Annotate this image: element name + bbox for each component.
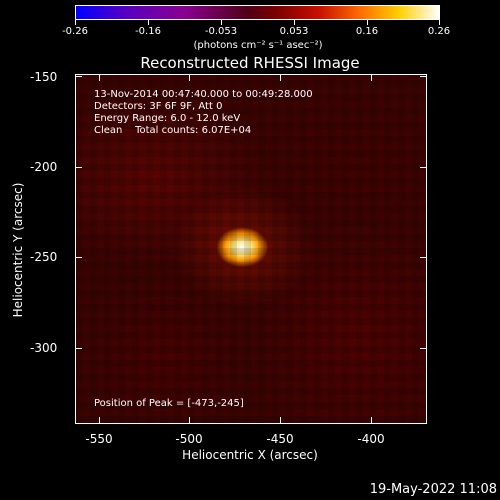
colorbar-label: 0.16: [355, 26, 379, 37]
y-tick: [75, 348, 82, 349]
y-axis-label: Heliocentric Y (arcsec): [11, 182, 25, 318]
y-tick-label: -250: [30, 250, 58, 264]
y-tick: [420, 257, 427, 258]
x-tick: [189, 417, 190, 424]
x-tick-label: -450: [266, 432, 294, 446]
image-texture: [76, 75, 426, 423]
x-tick: [280, 74, 281, 81]
info-energy-range: Energy Range: 6.0 - 12.0 keV: [94, 113, 241, 124]
y-tick: [75, 167, 82, 168]
y-tick-label: -150: [30, 70, 58, 84]
colorbar-tick: [148, 20, 149, 25]
colorbar-units: (photons cm⁻² s⁻¹ asec⁻²): [193, 40, 323, 51]
info-detectors: Detectors: 3F 6F 9F, Att 0: [94, 101, 223, 112]
x-tick-label: -400: [357, 432, 385, 446]
colorbar-tick: [367, 20, 368, 25]
x-tick: [99, 74, 100, 81]
colorbar-tick: [439, 20, 440, 25]
y-tick-label: -200: [30, 160, 58, 174]
colorbar-label: 0.26: [427, 26, 451, 37]
y-tick: [75, 257, 82, 258]
colorbar-label: -0.16: [135, 26, 161, 37]
info-time-range: 13-Nov-2014 00:47:40.000 to 00:49:28.000: [94, 89, 313, 100]
x-tick: [371, 74, 372, 81]
colorbar-label: -0.053: [204, 26, 238, 37]
colorbar-tick: [221, 20, 222, 25]
info-peak-position: Position of Peak = [-473,-245]: [94, 398, 244, 409]
colorbar-tick: [294, 20, 295, 25]
plot-title: Reconstructed RHESSI Image: [140, 54, 360, 72]
y-tick: [420, 76, 427, 77]
x-tick: [189, 74, 190, 81]
colorbar: [75, 5, 440, 20]
x-tick-label: -550: [85, 432, 113, 446]
colorbar-label: -0.26: [62, 26, 88, 37]
y-tick: [75, 76, 82, 77]
render-timestamp: 19-May-2022 11:08: [369, 482, 497, 497]
y-tick-label: -300: [30, 341, 58, 355]
colorbar-tick: [75, 20, 76, 25]
rhessi-image: 13-Nov-2014 00:47:40.000 to 00:49:28.000…: [75, 74, 427, 424]
x-tick: [371, 417, 372, 424]
y-tick: [420, 167, 427, 168]
x-axis-label: Heliocentric X (arcsec): [182, 448, 318, 462]
info-counts: Clean Total counts: 6.07E+04: [94, 125, 252, 136]
x-tick-label: -500: [175, 432, 203, 446]
y-tick: [420, 348, 427, 349]
x-tick: [99, 417, 100, 424]
colorbar-label: 0.053: [279, 26, 309, 37]
x-tick: [280, 417, 281, 424]
